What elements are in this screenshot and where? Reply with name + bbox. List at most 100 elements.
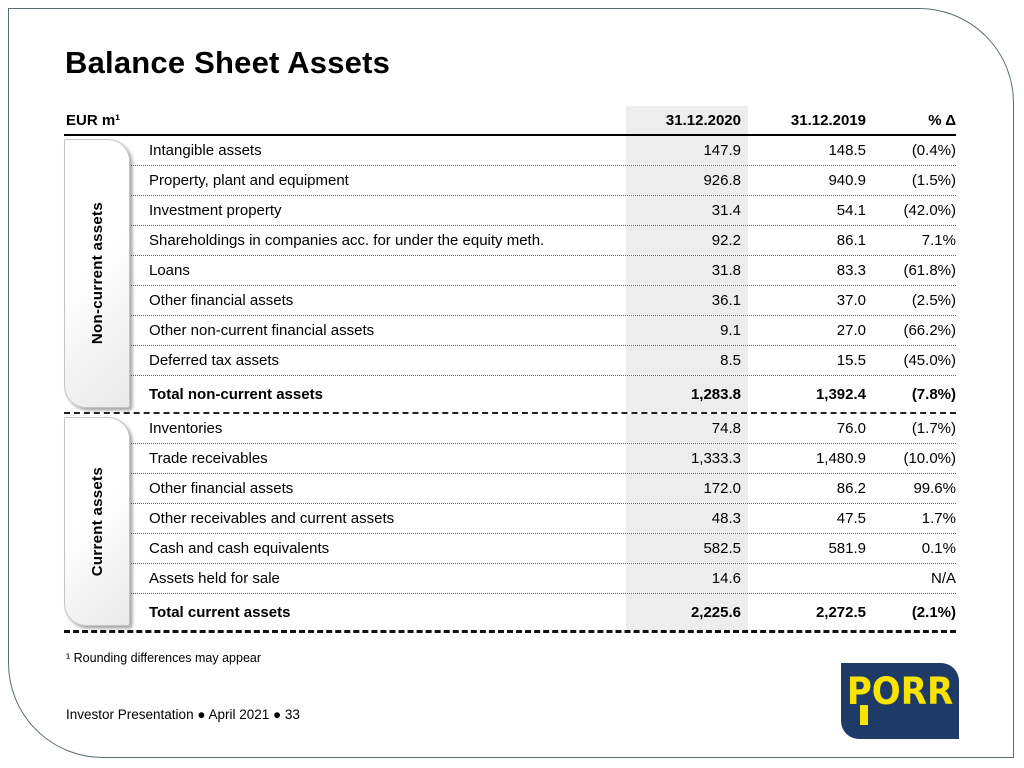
value-delta: N/A (930, 570, 956, 587)
table-row: Property, plant and equipment 926.8 940.9 (… (64, 166, 956, 196)
table-row: Loans 31.8 83.3 (61.8%) (64, 256, 956, 286)
table-section: Current assets Inventories 74.8 76.0 (1.7%)… (64, 414, 956, 633)
value-delta: (1.5%) (911, 172, 956, 189)
row-label: Cash and cash equivalents (149, 540, 330, 557)
row-label: Other non-current financial assets (149, 322, 375, 339)
value-2019: 2,272.5 (815, 603, 866, 621)
value-2019: 76.0 (836, 420, 866, 437)
row-label: Loans (149, 262, 190, 279)
value-2020: 48.3 (626, 504, 748, 533)
value-2020: 1,333.3 (626, 444, 748, 473)
column-header-2019: 31.12.2019 (790, 111, 866, 129)
column-header-2020: 31.12.2020 (626, 106, 748, 134)
value-delta: 0.1% (921, 540, 956, 557)
value-2019 (748, 564, 870, 593)
value-2019: 47.5 (836, 510, 866, 527)
value-delta: (10.0%) (903, 450, 956, 467)
value-delta: (1.7%) (911, 420, 956, 437)
value-2019: 37.0 (836, 292, 866, 309)
value-2020: 2,225.6 (626, 594, 748, 630)
value-2020: 1,283.8 (626, 376, 748, 412)
row-label: Property, plant and equipment (149, 172, 349, 189)
table-row: Other financial assets 36.1 37.0 (2.5%) (64, 286, 956, 316)
table-row: Other non-current financial assets 9.1 27.… (64, 316, 956, 346)
value-2019: 54.1 (836, 202, 866, 219)
column-header-delta: % Δ (928, 111, 956, 129)
value-2019: 581.9 (828, 540, 866, 557)
value-delta: (2.5%) (911, 292, 956, 309)
value-2020: 9.1 (626, 316, 748, 345)
table-total-row: Total non-current assets 1,283.8 1,392.4 (7… (64, 376, 956, 412)
value-2019: 86.2 (836, 480, 866, 497)
value-delta: (7.8%) (911, 385, 956, 403)
table-row: Deferred tax assets 8.5 15.5 (45.0%) (64, 346, 956, 376)
value-2020: 8.5 (626, 346, 748, 375)
value-delta: (0.4%) (911, 142, 956, 159)
section-tab: Current assets (64, 417, 130, 626)
value-2019: 15.5 (836, 352, 866, 369)
value-delta: (2.1%) (911, 603, 956, 621)
footnote: ¹ Rounding differences may appear (66, 651, 262, 665)
row-label: Shareholdings in companies acc. for unde… (149, 232, 545, 249)
slide-frame: Balance Sheet Assets EUR m¹ 31.12.2020 3… (8, 8, 1014, 758)
section-rows: Intangible assets 147.9 148.5 (0.4%) Propert… (64, 136, 956, 412)
table-row: Shareholdings in companies acc. for unde… (64, 226, 956, 256)
table-row: Investment property 31.4 54.1 (42.0%) (64, 196, 956, 226)
value-delta: 99.6% (913, 480, 956, 497)
table-row: Intangible assets 147.9 148.5 (0.4%) (64, 136, 956, 166)
value-2019: 1,480.9 (815, 450, 866, 467)
table-body: Non-current assets Intangible assets 147.… (64, 136, 956, 633)
value-2019: 27.0 (836, 322, 866, 339)
value-2020: 147.9 (626, 136, 748, 165)
table-header-row: EUR m¹ 31.12.2020 31.12.2019 % Δ (64, 106, 956, 136)
section-tab: Non-current assets (64, 139, 130, 408)
value-2019: 86.1 (836, 232, 866, 249)
value-2020: 14.6 (626, 564, 748, 593)
value-delta: (66.2%) (903, 322, 956, 339)
row-label: Total non-current assets (149, 385, 323, 403)
balance-sheet-table: EUR m¹ 31.12.2020 31.12.2019 % Δ Non-cur… (64, 106, 956, 633)
value-delta: (61.8%) (903, 262, 956, 279)
value-2020: 92.2 (626, 226, 748, 255)
value-2019: 940.9 (828, 172, 866, 189)
section-rows: Inventories 74.8 76.0 (1.7%) Trade receivabl… (64, 414, 956, 630)
row-label: Trade receivables (149, 450, 268, 467)
value-delta: (42.0%) (903, 202, 956, 219)
value-2020: 172.0 (626, 474, 748, 503)
section-label: Current assets (88, 466, 106, 577)
row-label: Assets held for sale (149, 570, 280, 587)
value-2020: 582.5 (626, 534, 748, 563)
table-row: Inventories 74.8 76.0 (1.7%) (64, 414, 956, 444)
row-label: Total current assets (149, 603, 291, 621)
page-title: Balance Sheet Assets (65, 45, 391, 80)
row-label: Intangible assets (149, 142, 262, 159)
section-label: Non-current assets (88, 202, 106, 345)
row-label: Deferred tax assets (149, 352, 280, 369)
value-2019: 83.3 (836, 262, 866, 279)
value-2020: 31.8 (626, 256, 748, 285)
table-row: Cash and cash equivalents 582.5 581.9 0.1% (64, 534, 956, 564)
table-total-row: Total current assets 2,225.6 2,272.5 (2.1%) (64, 594, 956, 630)
unit-label: EUR m¹ (66, 111, 121, 129)
table-row: Other financial assets 172.0 86.2 99.6% (64, 474, 956, 504)
row-label: Investment property (149, 202, 282, 219)
table-row: Trade receivables 1,333.3 1,480.9 (10.0%) (64, 444, 956, 474)
row-label: Other financial assets (149, 480, 294, 497)
value-2020: 74.8 (626, 414, 748, 443)
value-2020: 36.1 (626, 286, 748, 315)
table-row: Assets held for sale 14.6 N/A (64, 564, 956, 594)
value-delta: 7.1% (921, 232, 956, 249)
value-2020: 926.8 (626, 166, 748, 195)
value-delta: 1.7% (921, 510, 956, 527)
value-2020: 31.4 (626, 196, 748, 225)
value-delta: (45.0%) (903, 352, 956, 369)
porr-logo: PORR (841, 663, 959, 739)
table-section: Non-current assets Intangible assets 147.… (64, 136, 956, 414)
logo-p-descender (860, 705, 868, 725)
row-label: Inventories (149, 420, 223, 437)
slide-footer: Investor Presentation ● April 2021 ● 33 (66, 707, 300, 722)
row-label: Other receivables and current assets (149, 510, 395, 527)
value-2019: 148.5 (828, 142, 866, 159)
table-row: Other receivables and current assets 48.3… (64, 504, 956, 534)
row-label: Other financial assets (149, 292, 294, 309)
